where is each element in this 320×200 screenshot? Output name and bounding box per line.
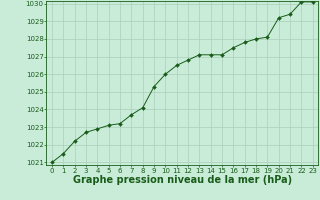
X-axis label: Graphe pression niveau de la mer (hPa): Graphe pression niveau de la mer (hPa) — [73, 175, 292, 185]
